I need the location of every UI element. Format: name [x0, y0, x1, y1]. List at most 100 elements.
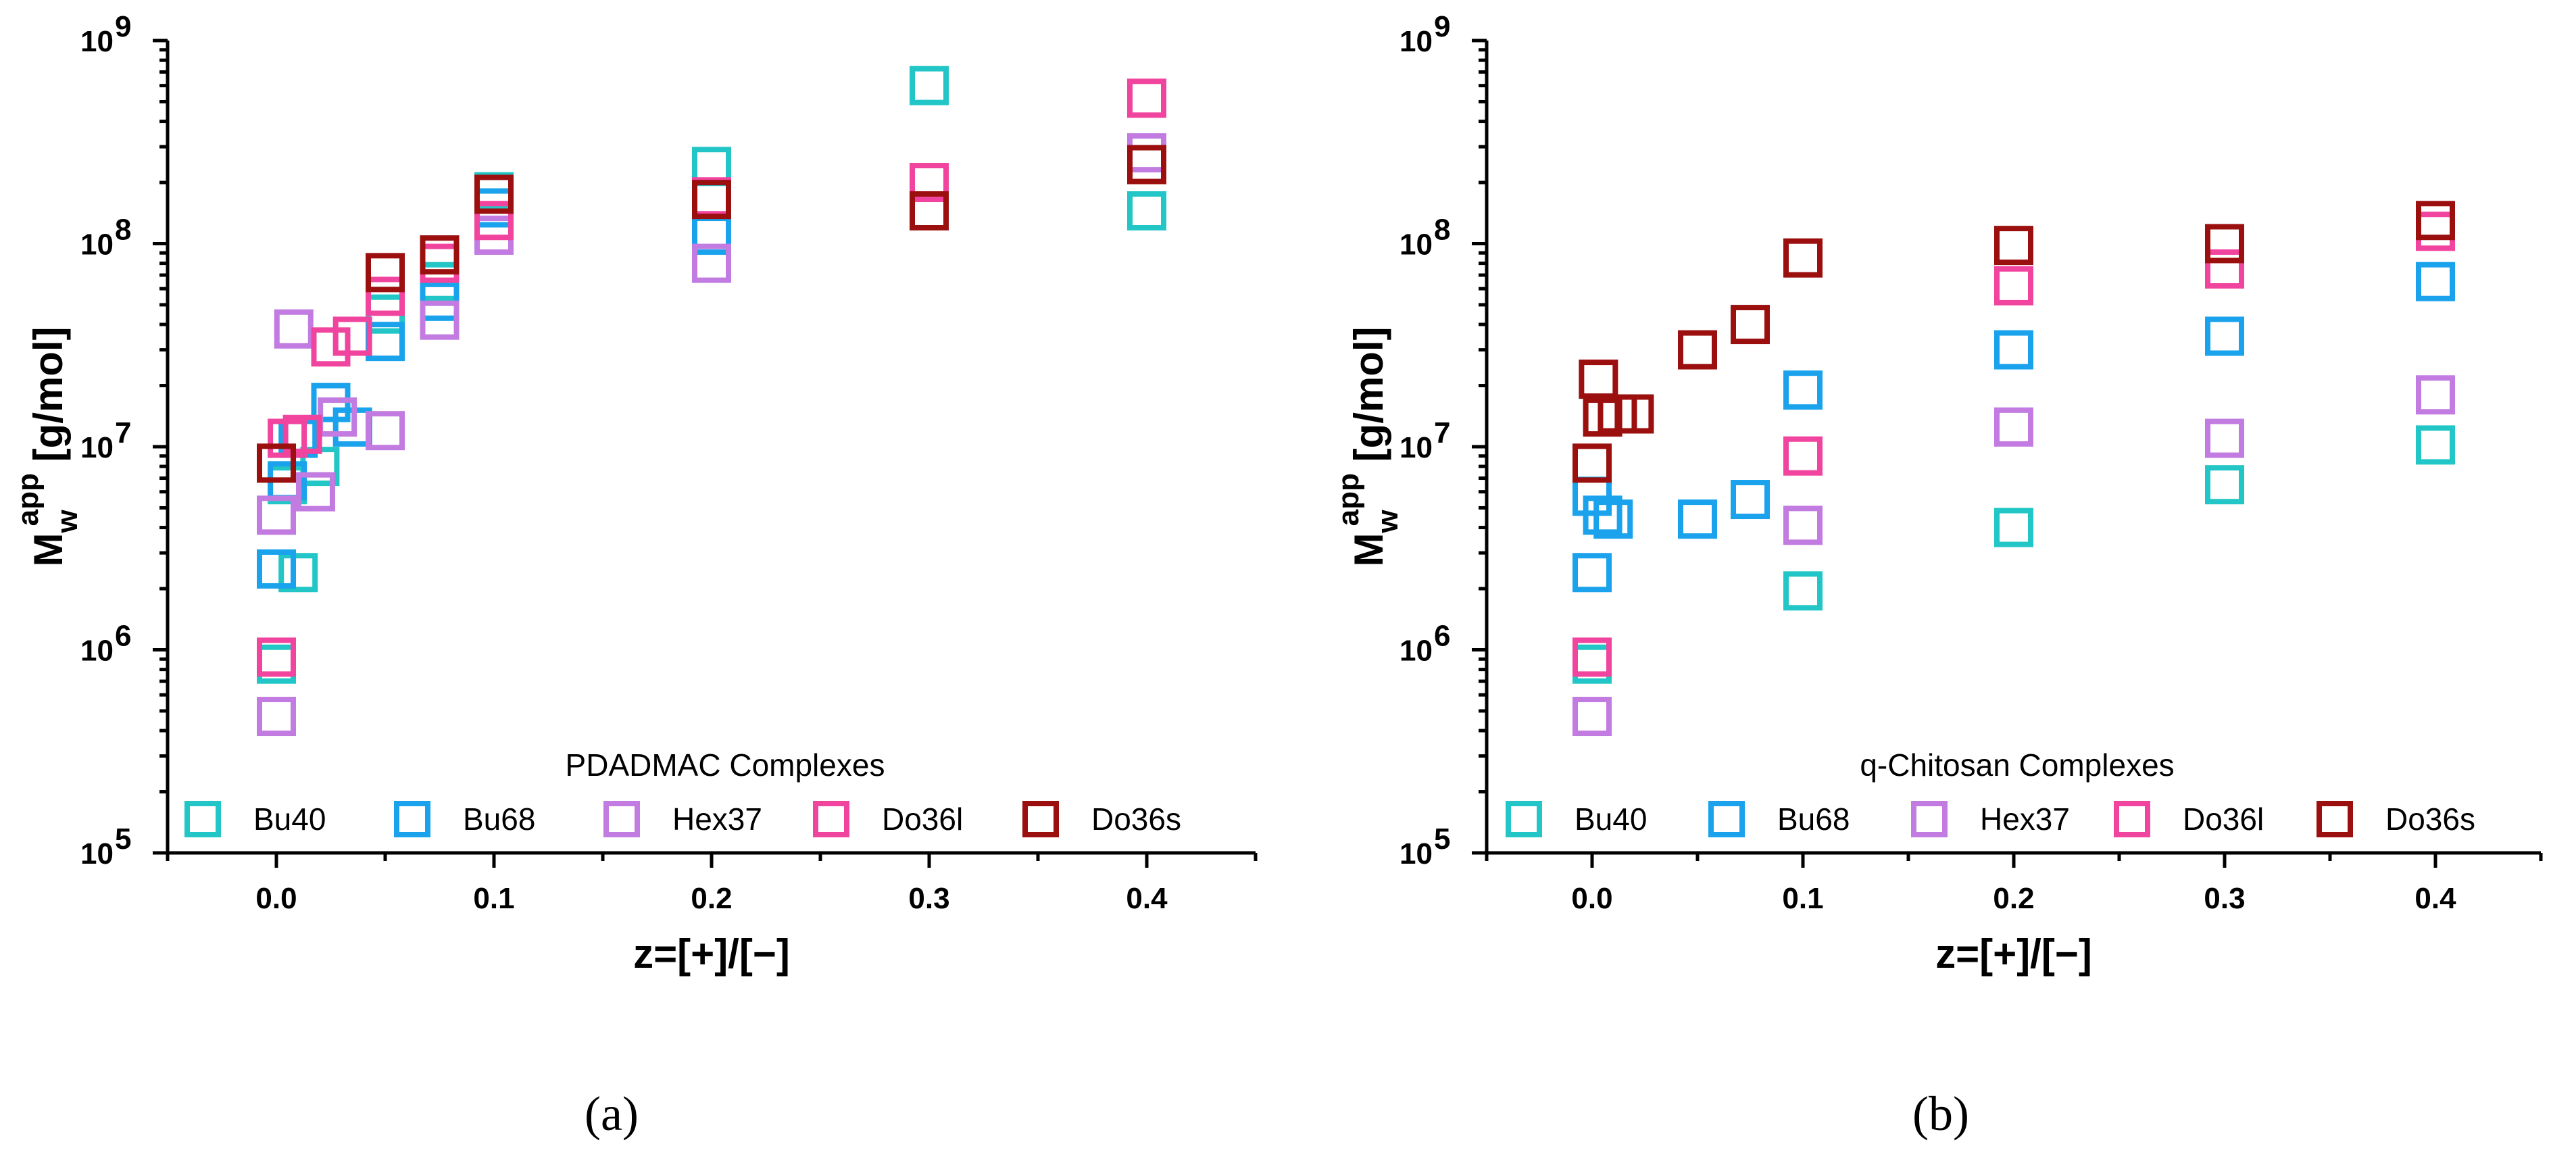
- legend-title: PDADMAC Complexes: [566, 747, 885, 783]
- data-point: [1572, 697, 1612, 737]
- data-point: [910, 191, 949, 231]
- legend-label: Hex37: [1980, 802, 2070, 837]
- data-point: [257, 443, 296, 483]
- data-point: [2205, 465, 2244, 505]
- legend-item: Bu68: [394, 801, 535, 837]
- data-point: [2416, 212, 2455, 251]
- x-tick-label: 0.1: [473, 882, 514, 915]
- data-point: [311, 327, 351, 367]
- legend-label: Bu40: [1575, 802, 1647, 837]
- panel-label: (b): [1912, 1087, 1969, 1141]
- data-point: [1579, 360, 1618, 399]
- legend-item: Hex37: [603, 801, 762, 837]
- y-tick-label: 10: [1400, 228, 1433, 262]
- y-tick-exponent: 5: [115, 822, 131, 856]
- data-point: [1783, 436, 1823, 476]
- y-tick-exponent: 9: [1434, 10, 1450, 43]
- x-tick-label: 0.2: [1993, 882, 2034, 915]
- y-tick-exponent: 6: [115, 620, 131, 653]
- data-point: [1572, 443, 1612, 483]
- data-point: [257, 495, 296, 535]
- data-point: [257, 549, 296, 589]
- legend-marker: [1708, 801, 1745, 837]
- legend-item: Hex37: [1911, 801, 2070, 837]
- legend-item: Do36s: [1022, 801, 1181, 837]
- legend-label: Do36s: [2385, 802, 2475, 837]
- data-point: [420, 235, 460, 275]
- legend-label: Bu40: [253, 802, 326, 837]
- legend-label: Hex37: [672, 802, 762, 837]
- data-point: [2416, 262, 2455, 301]
- y-tick-exponent: 5: [1434, 822, 1450, 856]
- data-point: [474, 201, 514, 241]
- data-point: [2205, 224, 2244, 264]
- data-point: [274, 309, 314, 349]
- y-axis-title: Mwapp [g/mol]: [1332, 326, 1404, 566]
- legend-marker: [394, 801, 430, 837]
- series-do36s: [257, 145, 1166, 483]
- data-point: [1614, 394, 1654, 434]
- legend-item: Do36l: [2114, 801, 2264, 837]
- data-point: [295, 472, 335, 512]
- data-point: [1731, 480, 1770, 520]
- data-point: [1783, 370, 1823, 410]
- y-tick-label: 10: [80, 228, 114, 262]
- legend-marker: [1506, 801, 1542, 837]
- y-tick-label: 10: [80, 431, 114, 464]
- data-point: [332, 316, 372, 356]
- legend-marker: [813, 801, 849, 837]
- x-tick-label: 0.0: [1571, 882, 1612, 915]
- y-axis-title: Mwapp [g/mol]: [11, 326, 84, 566]
- x-tick-label: 0.4: [1126, 882, 1168, 915]
- data-point: [1731, 305, 1770, 345]
- series-bu40: [1572, 425, 2455, 684]
- y-tick-label: 10: [1400, 431, 1433, 464]
- data-point: [366, 411, 405, 451]
- y-tick-exponent: 8: [115, 214, 131, 247]
- data-point: [1593, 499, 1633, 539]
- series-do36l: [257, 78, 1166, 677]
- y-tick-label: 10: [80, 837, 114, 870]
- data-point: [2416, 375, 2455, 415]
- legend-label: Do36l: [882, 802, 963, 837]
- data-point: [1127, 145, 1166, 184]
- data-point: [2205, 249, 2244, 289]
- data-point: [1572, 637, 1612, 677]
- legend-item: Bu40: [184, 801, 326, 837]
- data-point: [2416, 201, 2455, 241]
- data-point: [1572, 553, 1612, 593]
- legend-title: q-Chitosan Complexes: [1860, 747, 2174, 783]
- data-point: [1994, 407, 2033, 447]
- y-tick-label: 10: [80, 25, 114, 58]
- data-point: [1127, 133, 1166, 173]
- series-hex37: [1572, 375, 2455, 737]
- y-tick-label: 10: [1400, 837, 1433, 870]
- data-point: [2416, 425, 2455, 465]
- series-bu68: [1572, 262, 2455, 593]
- legend-marker: [184, 801, 221, 837]
- legend-label: Do36s: [1091, 802, 1181, 837]
- data-point: [1678, 330, 1717, 370]
- legend-marker: [2317, 801, 2353, 837]
- x-tick-label: 0.1: [1782, 882, 1823, 915]
- y-tick-label: 10: [1400, 25, 1433, 58]
- data-point: [1127, 191, 1166, 231]
- data-point: [366, 276, 405, 316]
- axis-frame: [166, 41, 1256, 855]
- series-bu40: [257, 66, 1166, 684]
- legend-item: Bu68: [1708, 801, 1850, 837]
- panel-label: (a): [585, 1087, 639, 1141]
- data-point: [278, 553, 318, 593]
- x-tick-label: 0.2: [691, 882, 732, 915]
- data-point: [257, 697, 296, 737]
- data-point: [692, 180, 731, 220]
- data-point: [1994, 508, 2033, 547]
- data-point: [366, 253, 405, 293]
- data-point: [474, 174, 514, 214]
- legend-marker: [1911, 801, 1948, 837]
- data-point: [692, 243, 731, 283]
- data-point: [1583, 495, 1623, 535]
- y-tick-exponent: 8: [1434, 214, 1450, 247]
